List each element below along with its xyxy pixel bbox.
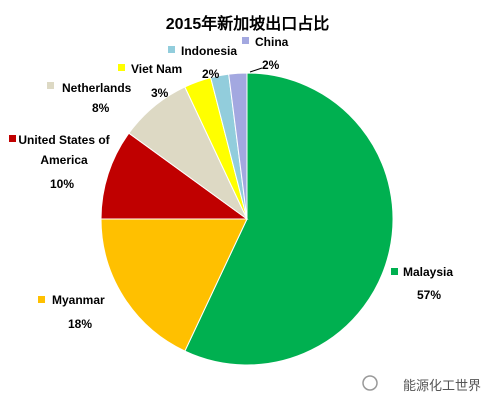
slice-label: Myanmar <box>52 293 105 307</box>
watermark-icon <box>362 375 378 391</box>
pie-slice <box>100 132 249 220</box>
slice-label: United States of America <box>18 133 110 167</box>
legend-key <box>118 64 125 71</box>
value-label: 2% <box>262 58 280 72</box>
watermark: 能源化工世界 <box>402 378 481 393</box>
slice-label: Indonesia <box>181 44 238 58</box>
slice-label: Viet Nam <box>131 62 183 76</box>
value-label: 57% <box>417 288 442 302</box>
pie-slice <box>100 218 248 352</box>
pie-slice <box>228 72 248 220</box>
value-label: 3% <box>151 86 169 100</box>
slice-label: China <box>255 35 289 49</box>
legend-key <box>391 268 398 275</box>
legend-key <box>47 82 54 89</box>
legend-key <box>242 37 249 44</box>
legend-key <box>38 296 45 303</box>
chart-title: 2015年新加坡出口占比 <box>165 16 330 33</box>
legend-key <box>168 46 175 53</box>
value-label: 2% <box>202 67 220 81</box>
legend-key <box>9 135 16 142</box>
value-label: 18% <box>68 317 93 331</box>
value-label: 10% <box>50 177 75 191</box>
slice-label: Netherlands <box>62 81 132 95</box>
value-label: 8% <box>92 101 110 115</box>
slice-label: Malaysia <box>403 265 454 279</box>
pie-slice <box>184 72 394 366</box>
leader-line <box>249 67 263 73</box>
